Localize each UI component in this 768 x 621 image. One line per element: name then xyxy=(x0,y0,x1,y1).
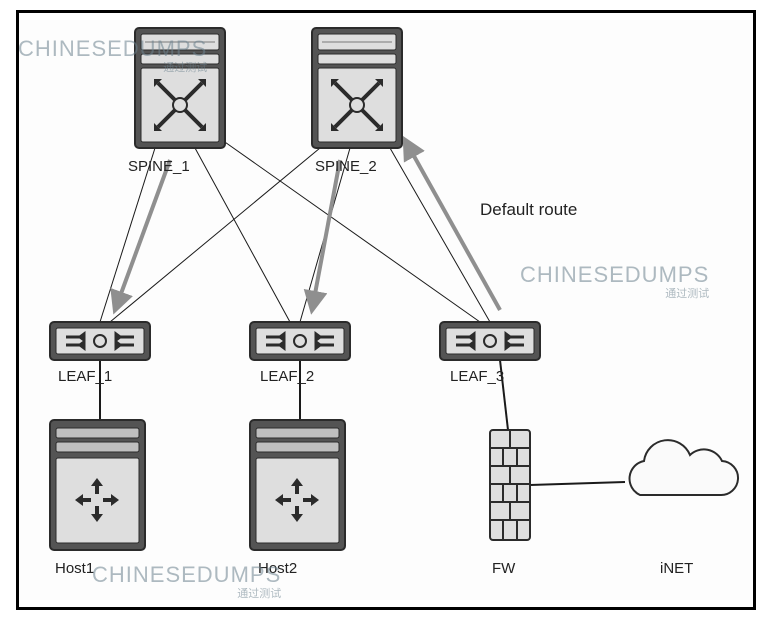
label-spine1: SPINE_1 xyxy=(128,158,190,175)
label-default-route: Default route xyxy=(480,200,577,220)
diagram-frame xyxy=(16,10,756,610)
label-leaf2: LEAF_2 xyxy=(260,368,314,385)
label-host1: Host1 xyxy=(55,560,94,577)
label-leaf1: LEAF_1 xyxy=(58,368,112,385)
label-host2: Host2 xyxy=(258,560,297,577)
label-inet: iNET xyxy=(660,560,693,577)
label-fw: FW xyxy=(492,560,515,577)
label-leaf3: LEAF_3 xyxy=(450,368,504,385)
label-spine2: SPINE_2 xyxy=(315,158,377,175)
